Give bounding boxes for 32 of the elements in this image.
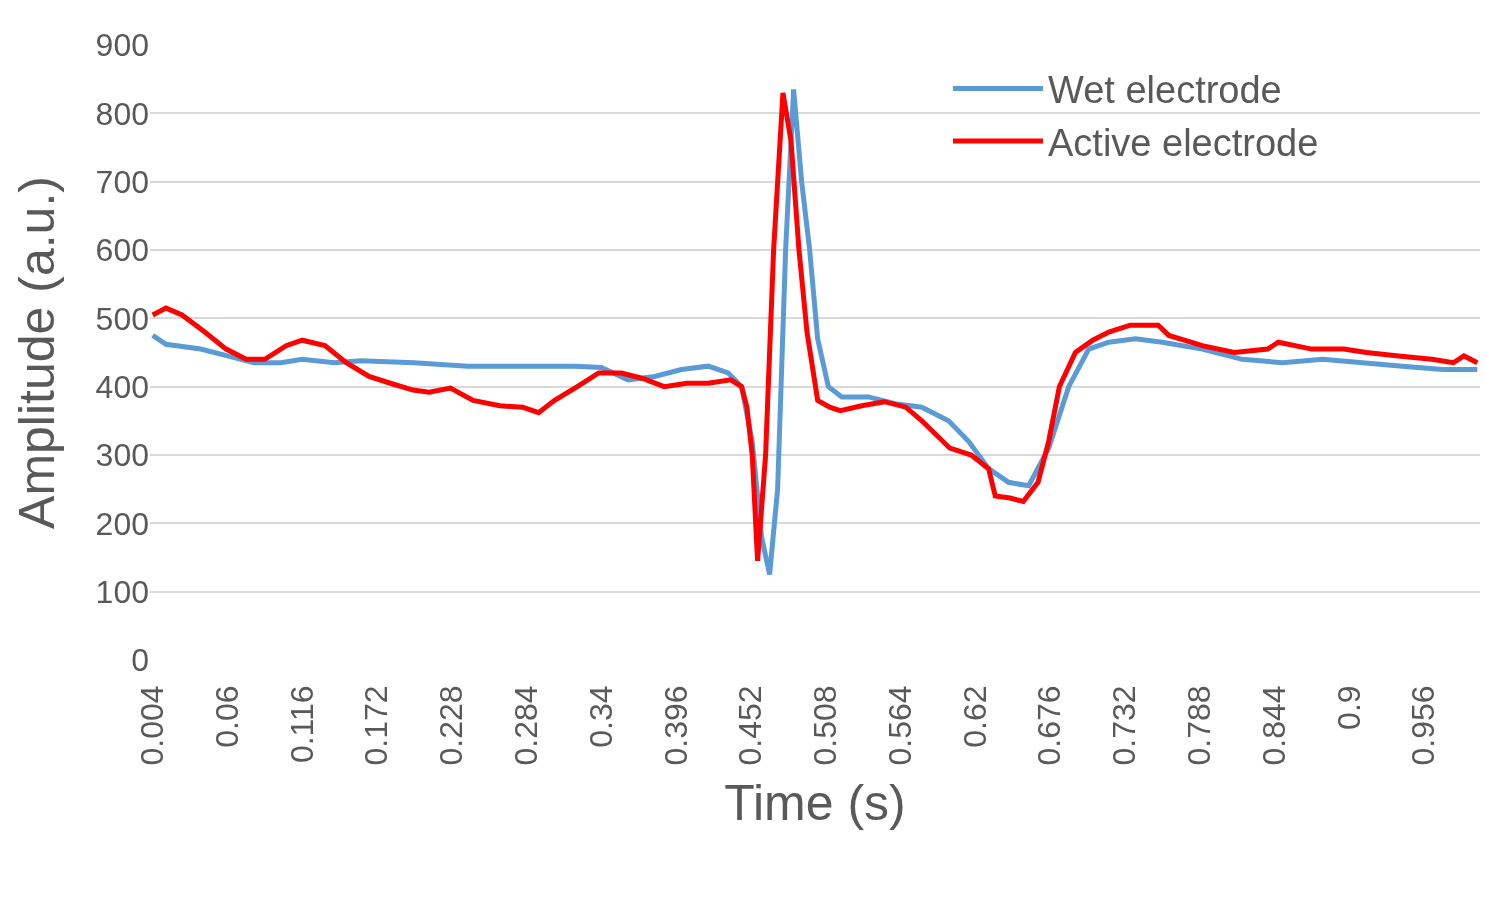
- y-axis-title: Amplitude (a.u.): [8, 176, 65, 529]
- x-tick-label: 0.452: [732, 685, 769, 766]
- x-tick-label: 0.116: [283, 685, 320, 764]
- x-tick-label: 0.9: [1330, 685, 1367, 730]
- x-tick-label: 0.396: [657, 685, 694, 766]
- legend-label: Wet electrode: [1048, 69, 1282, 112]
- y-tick-label: 700: [95, 163, 149, 200]
- x-tick-label: 0.62: [956, 685, 993, 748]
- x-tick-label: 0.788: [1180, 685, 1217, 766]
- y-tick-label: 400: [95, 368, 149, 405]
- y-tick-label: 500: [95, 300, 149, 337]
- x-tick-label: 0.06: [208, 685, 245, 748]
- x-tick-label: 0.956: [1405, 685, 1442, 766]
- legend-label: Active electrode: [1048, 121, 1319, 164]
- x-tick-label: 0.34: [582, 685, 619, 748]
- x-tick-label: 0.676: [1031, 685, 1068, 766]
- x-tick-label: 0.844: [1255, 685, 1292, 766]
- x-tick-label: 0.564: [881, 685, 918, 766]
- y-tick-label: 900: [95, 27, 149, 64]
- x-tick-label: 0.284: [507, 685, 544, 766]
- x-tick-label: 0.172: [358, 685, 395, 766]
- x-tick-label: 0.004: [134, 685, 171, 766]
- y-tick-label: 100: [95, 573, 149, 610]
- x-axis-title: Time (s): [724, 774, 906, 831]
- y-tick-label: 300: [95, 437, 149, 474]
- y-tick-label: 0: [131, 642, 149, 679]
- x-tick-label: 0.508: [807, 685, 844, 766]
- x-tick-label: 0.228: [433, 685, 470, 766]
- y-tick-label: 800: [95, 95, 149, 132]
- y-tick-label: 600: [95, 232, 149, 269]
- y-tick-label: 200: [95, 505, 149, 542]
- x-tick-label: 0.732: [1106, 685, 1143, 766]
